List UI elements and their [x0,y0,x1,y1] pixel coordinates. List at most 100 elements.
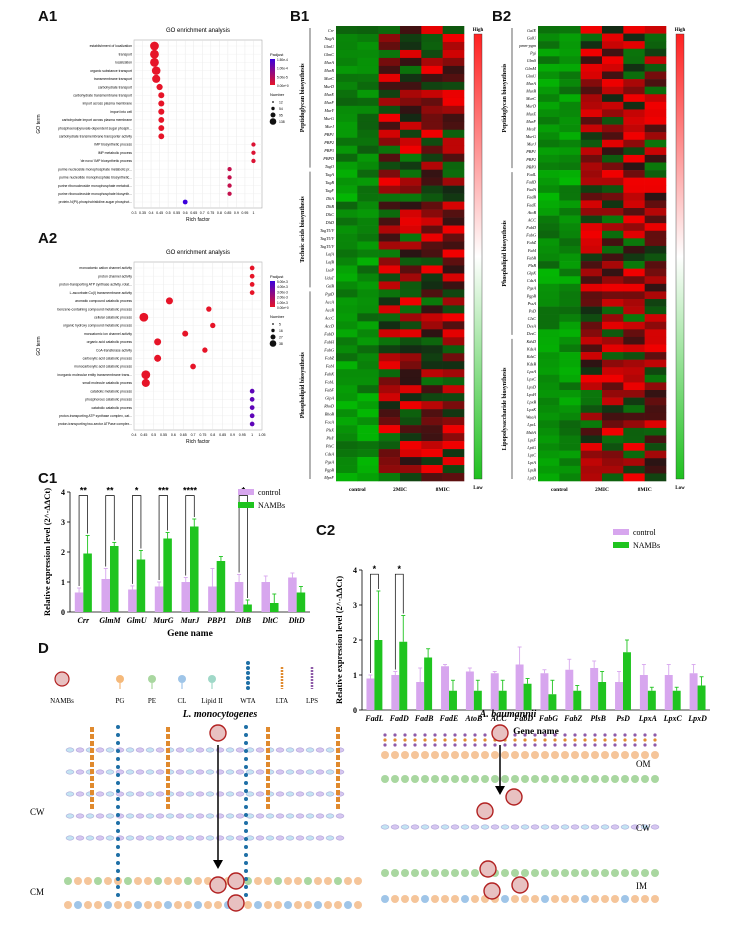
om-lipid-head [391,775,399,783]
go-point [251,142,256,147]
heatmap-cell [623,185,645,194]
bar [523,683,532,710]
heatmap-cell [378,449,401,458]
heatmap-cell [400,193,422,202]
heatmap-cell [378,441,401,450]
peptidoglycan-unit [580,824,590,830]
heatmap-cell [559,397,581,406]
heatmap-cell [336,169,358,178]
heatmap-cell [602,261,624,269]
lps-unit [653,743,657,747]
go-point [249,421,255,427]
lps-unit [623,733,627,737]
go-term-label: organic acid catabolic process [87,340,133,344]
heatmap-cell [442,401,465,410]
heatmap-cell [559,94,581,103]
heatmap-cell [644,344,667,353]
heatmap-cell [400,161,422,170]
heatmap-cell [602,367,624,376]
heatmap-cell [400,393,422,402]
im-lipid-head [591,895,599,903]
lps-unit [393,738,397,742]
heatmap-cell [421,145,443,155]
peptidoglycan-unit [95,791,105,797]
heatmap-cell [400,49,422,59]
wta-chain [116,853,120,857]
heatmap-cell [644,299,667,307]
go-point [150,49,159,59]
heatmap-cell [602,352,624,360]
heatmap-row-label: KdsA [526,346,537,351]
heatmap-row-label: LtaP [325,268,335,273]
om-lipid-head [431,751,439,759]
heatmap-cell [442,97,465,107]
lps-unit [623,738,627,742]
lps-unit [603,738,607,742]
legend-item-label: LTA [276,697,288,705]
heatmap-cell [442,145,465,155]
peptidoglycan-unit [215,835,225,841]
bar [399,641,408,710]
heatmap-cell [336,89,358,99]
heatmap-cell [602,359,624,368]
heatmap-cell [623,192,645,201]
legend-label: NAMBs [633,541,660,550]
heatmap-cell [602,276,624,285]
heatmap-cell [400,465,422,474]
heatmap-row-label: MurA [525,81,536,86]
membrane-lipid-head [294,877,302,885]
heatmap-cell [559,473,581,482]
membrane-lipid-head [134,901,142,909]
heatmap-cell [559,215,581,224]
heatmap-cell [400,137,422,147]
heatmap-cell [378,385,401,394]
lps-unit [523,738,527,742]
heatmap-cell [559,33,581,42]
go-legend-number-label: 138 [279,120,285,124]
om-lipid-head [451,751,459,759]
heatmap-cell [623,397,645,406]
heatmap-cell [378,169,401,178]
heatmap-cell [357,433,379,442]
lps-unit [563,733,567,737]
lps-unit [463,743,467,747]
heatmap-cell [580,268,603,277]
peptidoglycan-unit [295,747,305,753]
go-legend-padjust-title: Padjust [270,274,284,279]
membrane-lipid-head [144,877,152,885]
membrane-lipid-head [164,877,172,885]
go-term-label: carbohydrate transmembrane transporter a… [59,135,132,139]
heatmap-cell [442,89,465,99]
im-lipid-head [431,869,439,877]
significance-bracket [78,495,88,586]
heatmap-cell [357,129,379,139]
heatmap-cell [421,281,443,290]
go-legend-number-dot [271,328,275,333]
heatmap-cell [421,177,443,186]
heatmap-cell [559,427,581,436]
om-lipid-head [491,775,499,783]
go-legend-number-label: 5 [279,322,281,326]
om-lipid-head [461,751,469,759]
heatmap-cell [378,89,401,99]
heatmap-cell [442,393,465,402]
go-point [158,100,165,107]
heatmap-cell [644,397,667,406]
heatmap-row-label: RhoD [323,403,334,408]
peptidoglycan-unit [105,791,115,797]
go-point [251,158,256,164]
heatmap-row-label: LpxK [526,407,536,412]
heatmap-cell [421,321,443,330]
heatmap-cell [378,26,401,35]
heatmap-cell [538,238,560,247]
om-lipid-head [621,751,629,759]
heatmap-cell [400,473,422,482]
peptidoglycan-unit [65,813,75,819]
lta-chain [336,741,340,746]
heatmap-row-label: MurE [525,111,536,116]
go-term-label: proton-transporting ATP synthase complex… [59,414,132,418]
go-x-tick: 0.4 [132,433,137,437]
go-term-label: carbohydrate import across plasma membra… [62,118,132,122]
heatmap-cell [559,79,581,87]
membrane-lipid-head [134,877,142,885]
